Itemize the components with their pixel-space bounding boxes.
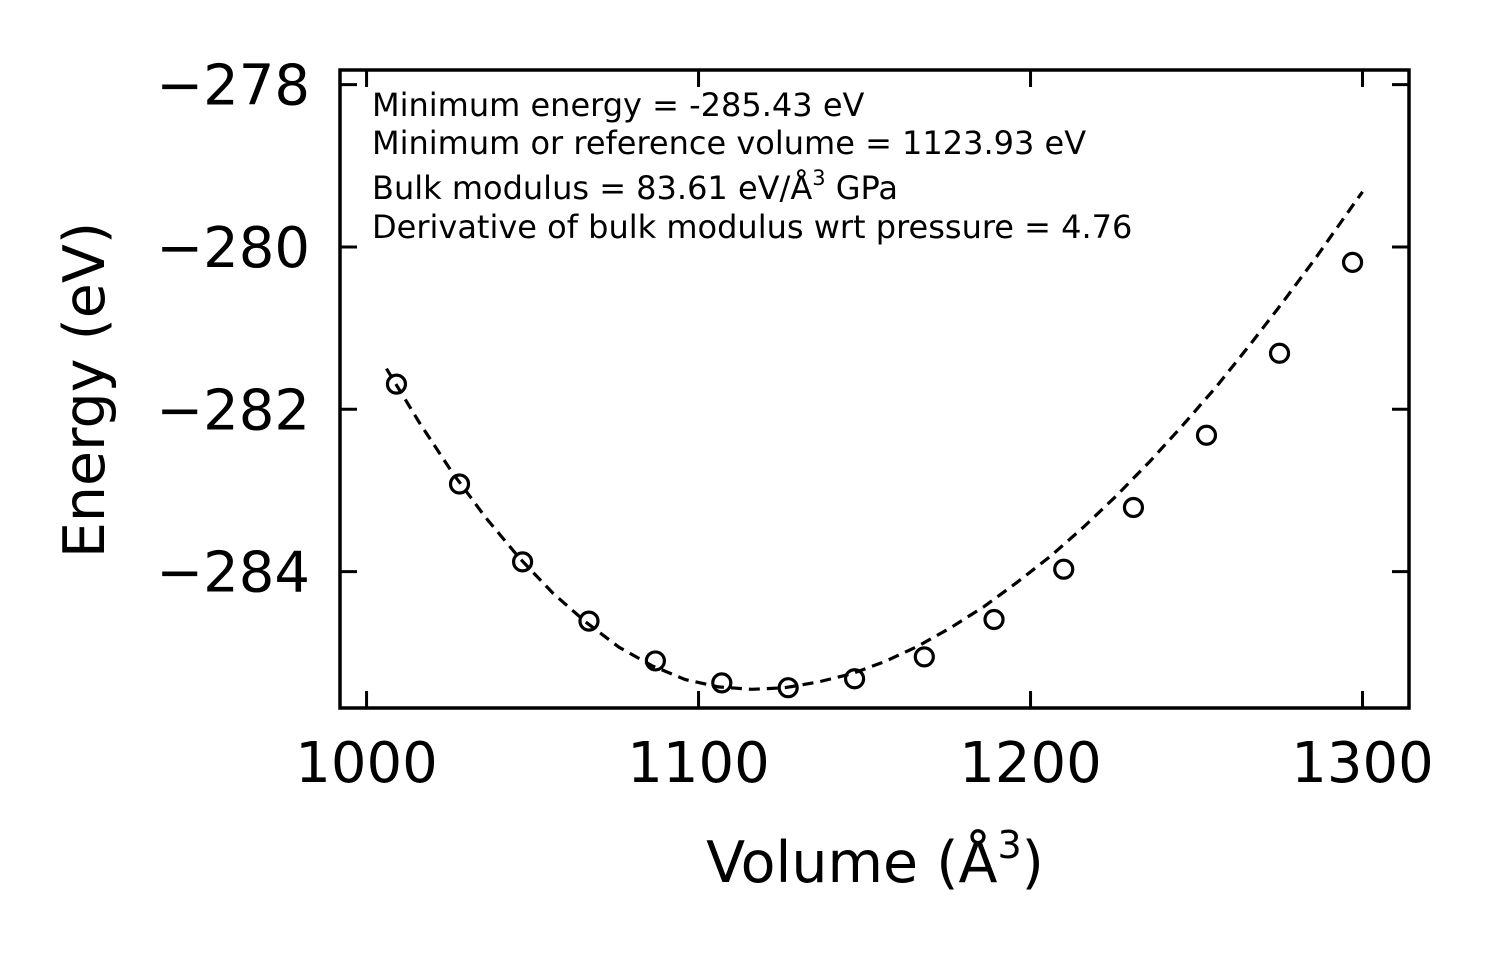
data-point — [511, 551, 534, 573]
x-tick-label: 1200 — [959, 731, 1102, 796]
data-point — [983, 608, 1005, 631]
axis-ticks — [340, 70, 1409, 708]
data-point — [711, 672, 733, 694]
data-point — [843, 668, 866, 690]
data-point — [644, 650, 666, 672]
axis-tick-labels: 1000 1100 1200 1300 −278 −280 −282 −284 — [156, 54, 1434, 796]
x-axis-label: Volume (Å3) — [706, 823, 1044, 896]
x-tick-label: 1000 — [295, 731, 438, 796]
annotation-bulk-modulus: Bulk modulus = 83.61 eV/Å3 GPa — [372, 166, 898, 207]
data-point — [448, 473, 471, 495]
data-point — [1053, 558, 1075, 580]
x-tick-label: 1300 — [1291, 731, 1434, 796]
data-points — [385, 251, 1364, 699]
plot-area — [385, 190, 1364, 699]
y-axis-label: Energy (eV) — [52, 222, 118, 558]
y-tick-label: −284 — [156, 541, 310, 606]
data-point — [777, 677, 799, 699]
data-point — [1122, 496, 1145, 519]
y-tick-label: −282 — [156, 378, 310, 443]
data-point — [913, 646, 935, 668]
data-point — [385, 373, 408, 395]
axes-frame — [338, 68, 1411, 710]
data-point — [1195, 424, 1218, 446]
fit-curve — [385, 190, 1364, 691]
data-point — [578, 610, 600, 632]
data-point — [1268, 342, 1291, 364]
y-tick-label: −278 — [156, 54, 310, 119]
x-tick-label: 1100 — [627, 731, 770, 796]
annotation-reference-volume: Minimum or reference volume = 1123.93 eV — [372, 124, 1086, 162]
fit-parameters-annotation: Minimum energy = -285.43 eV Minimum or r… — [372, 86, 1132, 246]
y-tick-label: −280 — [156, 216, 310, 281]
data-point — [1341, 251, 1364, 273]
annotation-bulk-modulus-derivative: Derivative of bulk modulus wrt pressure … — [372, 208, 1132, 246]
annotation-minimum-energy: Minimum energy = -285.43 eV — [372, 86, 865, 124]
